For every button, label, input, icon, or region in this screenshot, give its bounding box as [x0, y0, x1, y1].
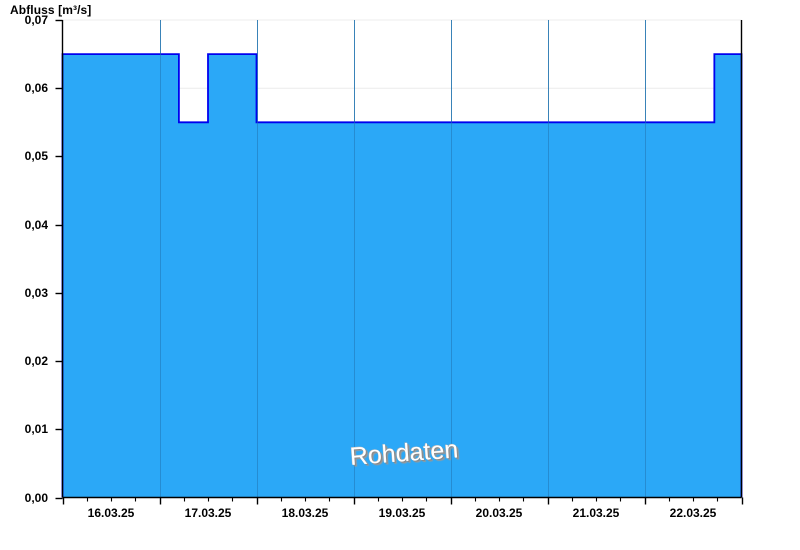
x-tick-label: 21.03.25: [572, 506, 620, 520]
x-tick-label: 20.03.25: [475, 506, 523, 520]
series-fill: [62, 54, 742, 498]
y-tick-label: 0,06: [24, 81, 48, 96]
y-tick-label: 0,07: [24, 13, 48, 27]
y-axis-title: Abfluss [m³/s]: [10, 3, 92, 17]
y-tick-label: 0,04: [24, 217, 48, 232]
y-tick-label: 0,02: [24, 354, 48, 369]
y-tick-label: 0,00: [24, 490, 48, 505]
y-tick-label: 0,05: [24, 149, 48, 164]
x-tick-label: 22.03.25: [669, 506, 717, 520]
y-axis-ticks: [55, 19, 63, 500]
series-outline: [61, 53, 743, 498]
x-axis-ticks: [62, 497, 744, 505]
series-abfluss: [61, 20, 743, 498]
y-tick-label: 0,03: [24, 285, 48, 300]
x-tick-label: 19.03.25: [378, 506, 426, 520]
x-tick-label: 16.03.25: [87, 506, 135, 520]
x-tick-label: 18.03.25: [281, 506, 329, 520]
y-tick-label: 0,01: [24, 422, 48, 437]
x-tick-label: 17.03.25: [184, 506, 232, 520]
